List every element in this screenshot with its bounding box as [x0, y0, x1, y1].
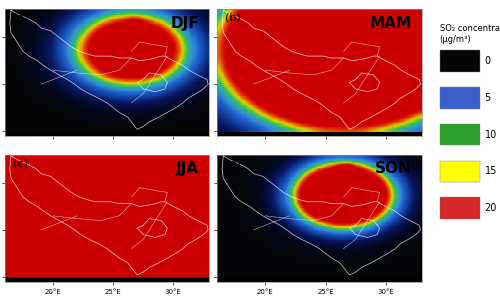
Text: JJA: JJA [176, 161, 199, 176]
Text: (a): (a) [13, 13, 29, 23]
Text: 15: 15 [484, 166, 497, 176]
Text: 5: 5 [484, 93, 491, 103]
Text: SO₂ concentration
(μg/m³): SO₂ concentration (μg/m³) [440, 24, 500, 44]
Text: 10: 10 [484, 130, 497, 140]
Text: (d): (d) [226, 159, 242, 169]
Text: (c): (c) [13, 159, 28, 169]
Text: MAM: MAM [370, 16, 412, 31]
Text: DJF: DJF [170, 16, 199, 31]
Text: (b): (b) [226, 13, 241, 23]
Text: SON: SON [374, 161, 412, 176]
Text: 20: 20 [484, 203, 497, 213]
Text: 0: 0 [484, 56, 490, 66]
